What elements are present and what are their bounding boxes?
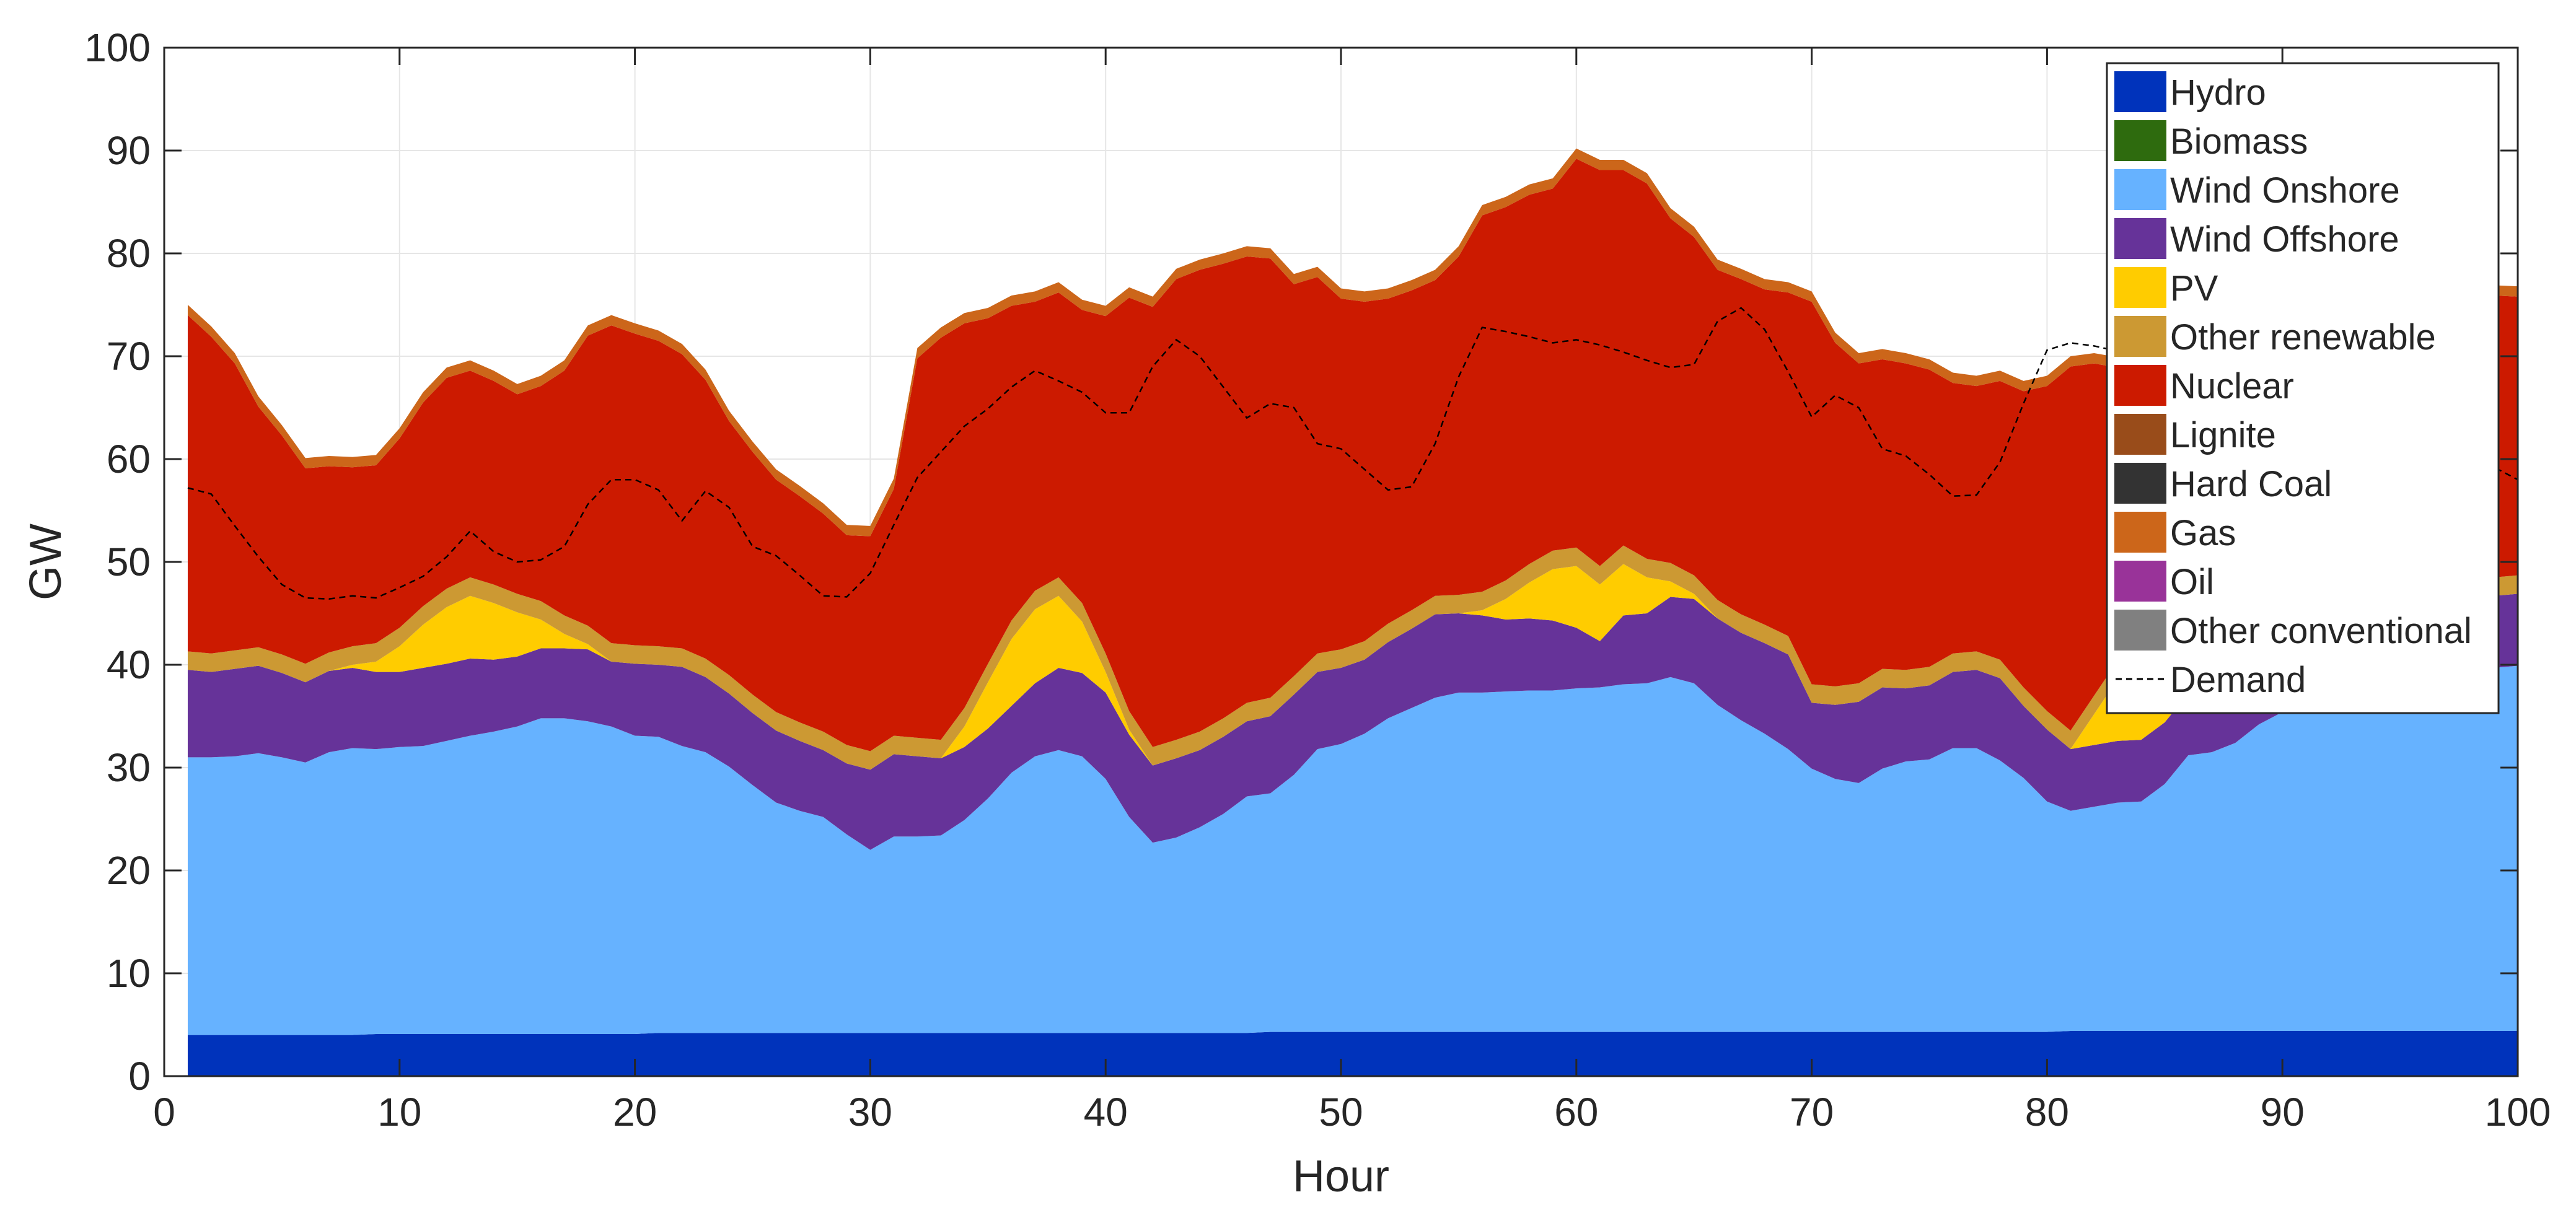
- x-tick-label: 100: [2485, 1090, 2551, 1134]
- legend-swatch: [2114, 120, 2166, 161]
- legend-swatch: [2114, 561, 2166, 602]
- legend-item-biomass: Biomass: [2114, 120, 2308, 162]
- legend-item-oil: Oil: [2114, 561, 2214, 602]
- area-hydro: [187, 1030, 2518, 1076]
- legend-swatch: [2114, 218, 2166, 259]
- y-tick-label: 20: [107, 848, 151, 893]
- x-axis-label: Hour: [1293, 1152, 1389, 1201]
- y-tick-label: 40: [107, 642, 151, 687]
- legend-label: Biomass: [2170, 121, 2308, 162]
- legend-item-demand: Demand: [2116, 660, 2306, 700]
- legend-item-other-conventional: Other conventional: [2114, 610, 2472, 651]
- x-tick-label: 10: [377, 1090, 421, 1134]
- x-tick-label: 60: [1554, 1090, 1598, 1134]
- x-tick-label: 70: [1790, 1090, 1834, 1134]
- legend-item-other-renewable: Other renewable: [2114, 316, 2436, 357]
- legend-item-wind-onshore: Wind Onshore: [2114, 169, 2400, 211]
- legend-label: Hard Coal: [2170, 464, 2332, 504]
- legend-swatch: [2114, 316, 2166, 357]
- area-series-layer: [187, 148, 2518, 1076]
- legend-item-wind-offshore: Wind Offshore: [2114, 218, 2399, 260]
- y-tick-label: 100: [84, 25, 151, 70]
- legend-label: PV: [2170, 268, 2218, 309]
- area-wind-onshore: [187, 665, 2518, 1035]
- x-tick-label: 30: [848, 1090, 892, 1134]
- legend-swatch: [2114, 169, 2166, 210]
- y-tick-label: 0: [128, 1054, 151, 1098]
- y-tick-label: 10: [107, 951, 151, 996]
- legend-item-lignite: Lignite: [2114, 414, 2276, 455]
- legend-swatch: [2114, 610, 2166, 651]
- legend-swatch: [2114, 267, 2166, 308]
- x-tick-label: 20: [613, 1090, 657, 1134]
- legend-label: Hydro: [2170, 72, 2266, 113]
- y-tick-label: 70: [107, 334, 151, 379]
- y-axis-label: GW: [21, 524, 71, 600]
- legend-label: Gas: [2170, 513, 2236, 553]
- y-tick-label: 60: [107, 437, 151, 481]
- legend-label: Other conventional: [2170, 611, 2472, 651]
- legend-swatch: [2114, 365, 2166, 406]
- x-tick-label: 40: [1084, 1090, 1128, 1134]
- legend-swatch: [2114, 463, 2166, 504]
- legend-label: Wind Onshore: [2170, 170, 2400, 211]
- legend-box: [2106, 62, 2500, 714]
- legend-item-hydro: Hydro: [2114, 71, 2266, 113]
- area-wind-offshore: [187, 594, 2518, 850]
- x-tick-label: 90: [2261, 1090, 2305, 1134]
- legend-item-nuclear: Nuclear: [2114, 365, 2294, 406]
- y-tick-label: 90: [107, 128, 151, 173]
- legend-swatch: [2114, 512, 2166, 553]
- y-tick-label: 50: [107, 540, 151, 584]
- axis-ticks: 0 10 20 30 40 50 60 70 80 90 100 0 10 20 30 40 50 60 70 80 9…: [84, 25, 2551, 1134]
- y-tick-label: 80: [107, 231, 151, 276]
- legend-label: Wind Offshore: [2170, 219, 2399, 260]
- x-tick-label: 80: [2025, 1090, 2069, 1134]
- legend-label: Lignite: [2170, 415, 2276, 455]
- area-nuclear: [187, 159, 2518, 751]
- legend-item-pv: PV: [2114, 267, 2218, 309]
- legend-label: Demand: [2170, 660, 2306, 700]
- x-tick-label: 50: [1319, 1090, 1363, 1134]
- legend-label: Other renewable: [2170, 317, 2436, 357]
- legend-item-gas: Gas: [2114, 512, 2236, 553]
- x-tick-label: 0: [153, 1090, 175, 1134]
- legend-item-hard-coal: Hard Coal: [2114, 463, 2332, 504]
- legend-label: Nuclear: [2170, 366, 2294, 406]
- legend-swatch: [2114, 414, 2166, 455]
- legend: Hydro Biomass Wind Onshore Wind Offshore PV O…: [2106, 62, 2500, 714]
- legend-label: Oil: [2170, 562, 2214, 602]
- legend-swatch: [2114, 71, 2166, 112]
- y-tick-label: 30: [107, 745, 151, 790]
- area-other-renewable: [187, 545, 2518, 770]
